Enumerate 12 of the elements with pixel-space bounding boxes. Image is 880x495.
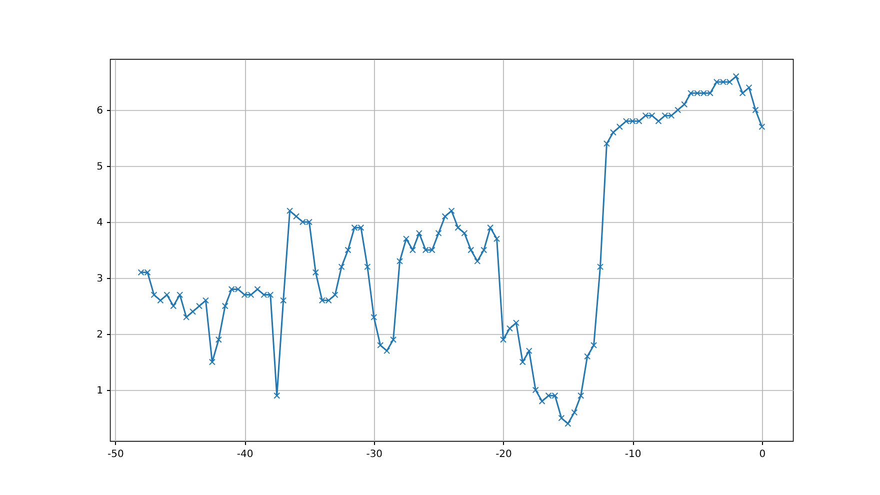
x-tick-label: -10 (624, 449, 642, 460)
y-tick-label: 4 (96, 217, 103, 228)
x-tick-label: -40 (236, 449, 254, 460)
y-tick-label: 1 (96, 386, 103, 397)
y-tick-label: 2 (96, 330, 103, 341)
y-tick-label: 5 (96, 161, 103, 172)
x-tick-label: -50 (108, 449, 124, 460)
y-tick-label: 6 (96, 105, 103, 116)
y-tick-label: 3 (96, 274, 103, 285)
x-tick-label: 0 (759, 449, 766, 460)
x-tick-label: -20 (496, 449, 512, 460)
x-tick-label: -30 (366, 449, 383, 460)
